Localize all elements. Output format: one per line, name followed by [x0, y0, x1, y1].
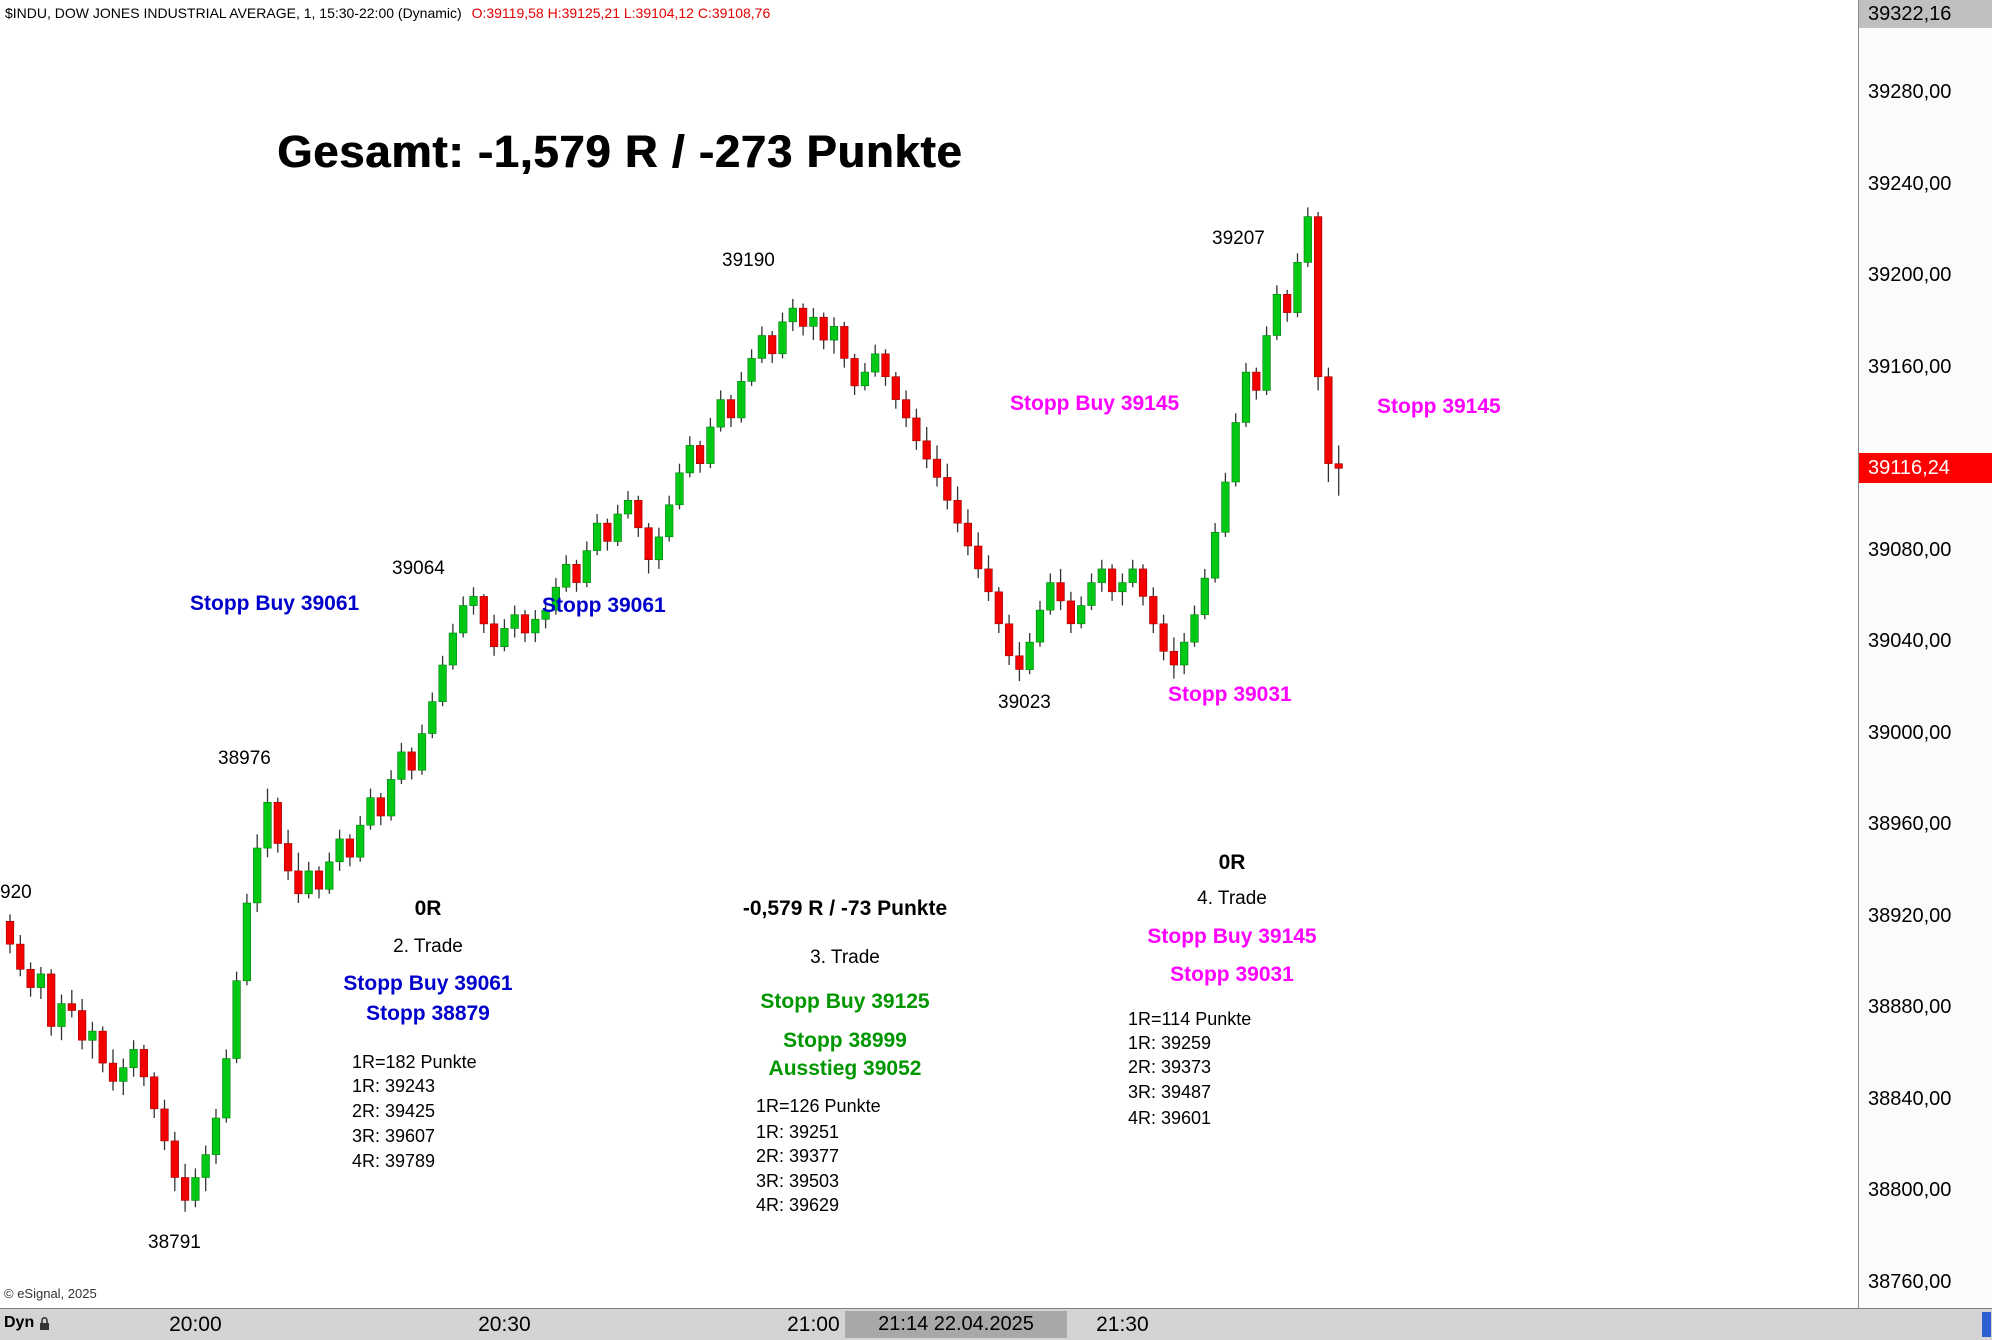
price-axis[interactable]: 39322,16 39280,00 39240,00 39200,00 39160,0… — [1858, 0, 1992, 1308]
price-tick: 39040,00 — [1868, 630, 1952, 653]
price-tick: 38760,00 — [1868, 1270, 1952, 1293]
total-result-label: Gesamt: -1,579 R / -273 Punkte — [277, 126, 963, 177]
chart-header: $INDU, DOW JONES INDUSTRIAL AVERAGE, 1, … — [5, 5, 770, 21]
cursor-date-tag: 21:14 22.04.2025 — [845, 1311, 1067, 1338]
time-tick: 20:30 — [478, 1313, 531, 1336]
dynamic-mode-toggle[interactable]: Dyn — [4, 1314, 51, 1332]
lock-icon — [40, 1316, 50, 1330]
time-tick: 21:00 — [787, 1313, 840, 1336]
price-tick: 38880,00 — [1868, 996, 1952, 1019]
dynamic-mode-label: Dyn — [4, 1314, 35, 1331]
copyright-label: © eSignal, 2025 — [4, 1286, 97, 1301]
price-tick: 39280,00 — [1868, 81, 1952, 103]
time-tick: 20:00 — [169, 1313, 222, 1336]
candlestick-plot[interactable] — [0, 0, 1858, 1308]
time-tick: 21:30 — [1096, 1313, 1149, 1336]
price-tick: 38960,00 — [1868, 813, 1952, 836]
time-axis[interactable]: Dyn 20:00 20:30 21:00 21:30 21:14 22.04.202… — [0, 1308, 1992, 1340]
price-tick: 39080,00 — [1868, 538, 1952, 561]
price-tick: 38920,00 — [1868, 904, 1952, 927]
price-tick: 39200,00 — [1868, 264, 1952, 287]
ohlc-readout: O:39119,58 H:39125,21 L:39104,12 C:39108… — [471, 5, 771, 21]
symbol-info: $INDU, DOW JONES INDUSTRIAL AVERAGE, 1, … — [5, 5, 462, 21]
price-tick: 38800,00 — [1868, 1179, 1952, 1202]
price-tick: 39240,00 — [1868, 172, 1952, 195]
scroll-corner[interactable] — [1982, 1312, 1991, 1337]
price-tick: 38840,00 — [1868, 1087, 1952, 1110]
price-tick: 39160,00 — [1868, 355, 1952, 378]
session-high-tag: 39322,16 — [1859, 0, 1992, 28]
price-tick: 39000,00 — [1868, 721, 1952, 744]
last-price-tag: 39116,24 — [1859, 452, 1992, 483]
